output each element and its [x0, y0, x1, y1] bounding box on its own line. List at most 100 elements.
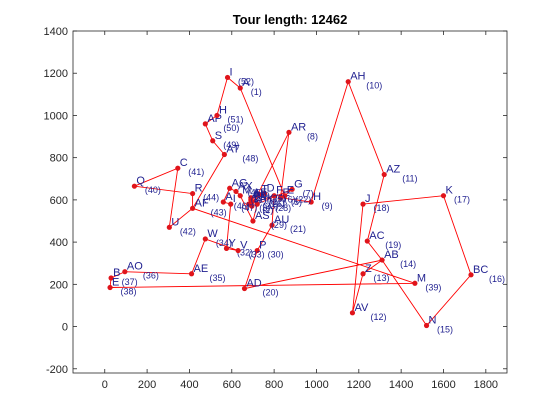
city-point: [224, 74, 231, 81]
city-index-label: (39): [425, 282, 441, 292]
city-label: K: [445, 185, 453, 197]
x-tick-label: 1200: [347, 379, 371, 391]
city-point: [175, 165, 181, 171]
city-point: [202, 121, 208, 127]
city-point: [220, 199, 226, 205]
x-tick-label: 400: [180, 379, 198, 391]
city-label: F: [276, 185, 283, 197]
city-index-label: (19): [385, 240, 401, 250]
city-index-label: (12): [370, 312, 386, 322]
city-point: [107, 284, 113, 291]
city-label: V: [240, 240, 248, 252]
city-point: [228, 201, 234, 207]
city-label: BC: [473, 264, 488, 276]
city-index-label: (43): [211, 207, 227, 217]
city-index-label: (8): [307, 131, 318, 141]
city-index-label: (3): [259, 203, 270, 213]
city-index-label: (17): [454, 195, 470, 205]
city-label: A: [242, 77, 250, 89]
city-point: [122, 269, 128, 275]
city-index-label: (31): [251, 195, 267, 205]
city-point: [235, 247, 241, 254]
city-point: [254, 201, 260, 207]
city-label: AC: [369, 230, 384, 242]
city-index-label: (37): [122, 277, 138, 287]
city-index-label: (18): [374, 203, 390, 213]
city-label: AU: [274, 214, 289, 226]
city-label: S: [215, 130, 222, 142]
city-point: [360, 271, 366, 277]
city-point: [221, 151, 227, 158]
x-tick-label: 600: [223, 379, 241, 391]
city-label: E: [112, 277, 119, 289]
city-index-label: (10): [366, 81, 382, 91]
city-label: D: [267, 183, 275, 195]
city-index-label: (50): [223, 123, 239, 133]
city-label: R: [195, 183, 203, 195]
city-point: [237, 193, 243, 199]
city-index-label: (26): [269, 199, 285, 209]
city-index-label: (15): [437, 325, 453, 335]
city-index-label: (48): [242, 154, 258, 164]
city-point: [190, 205, 196, 211]
city-label: C: [180, 157, 188, 169]
y-tick-label: 800: [50, 153, 68, 165]
city-point: [269, 222, 275, 228]
city-label: A: [225, 191, 233, 203]
city-label: AS: [255, 210, 270, 222]
city-index-label: (41): [188, 167, 204, 177]
city-point: [308, 199, 314, 205]
city-label: AT: [226, 144, 240, 156]
city-point: [423, 322, 430, 329]
city-point: [241, 285, 248, 292]
city-point: [360, 201, 366, 207]
city-index-label: (27): [269, 197, 285, 207]
city-label: I: [230, 66, 233, 78]
x-tick-label: 1800: [474, 379, 498, 391]
city-point: [190, 190, 196, 197]
city-label: AF: [195, 197, 209, 209]
city-label: AK: [259, 193, 274, 205]
city-point: [210, 138, 216, 144]
city-index-label: (22): [295, 195, 311, 205]
city-label: Y: [228, 237, 236, 249]
x-tick-label: 0: [102, 379, 108, 391]
city-index-label: (16): [489, 274, 505, 284]
city-index-label: (33): [249, 250, 265, 260]
city-label: AX: [238, 180, 253, 192]
city-point: [250, 218, 256, 224]
city-label: AH: [350, 71, 365, 83]
city-label: G: [294, 178, 303, 190]
city-point: [286, 129, 292, 135]
x-tick-label: 1000: [304, 379, 328, 391]
city-index-label: (34): [216, 238, 232, 248]
city-label: AZ: [386, 164, 400, 176]
city-index-label: (49): [223, 140, 239, 150]
city-label: AF: [253, 187, 267, 199]
city-index-label: (21): [290, 224, 306, 234]
city-label: AG: [232, 177, 248, 189]
city-point: [379, 257, 385, 263]
city-index-label: (1): [251, 87, 262, 97]
city-label: AE: [194, 263, 209, 275]
city-label: T: [261, 184, 268, 196]
city-label: E: [282, 187, 289, 199]
city-point: [345, 79, 351, 85]
city-point: [349, 310, 356, 316]
city-index-label: (14): [400, 259, 416, 269]
city-point: [271, 193, 277, 199]
city-point: [440, 193, 447, 199]
y-tick-label: 0: [62, 322, 68, 334]
y-tick-label: 200: [50, 279, 68, 291]
city-point: [289, 186, 295, 192]
city-point: [364, 238, 370, 244]
city-label: E: [287, 185, 294, 197]
city-label: Q: [136, 175, 145, 187]
city-index-label: (28): [275, 203, 291, 213]
city-index-label: (24): [254, 190, 270, 200]
city-point: [108, 275, 114, 281]
city-label: C: [251, 193, 259, 205]
city-point: [214, 112, 220, 119]
